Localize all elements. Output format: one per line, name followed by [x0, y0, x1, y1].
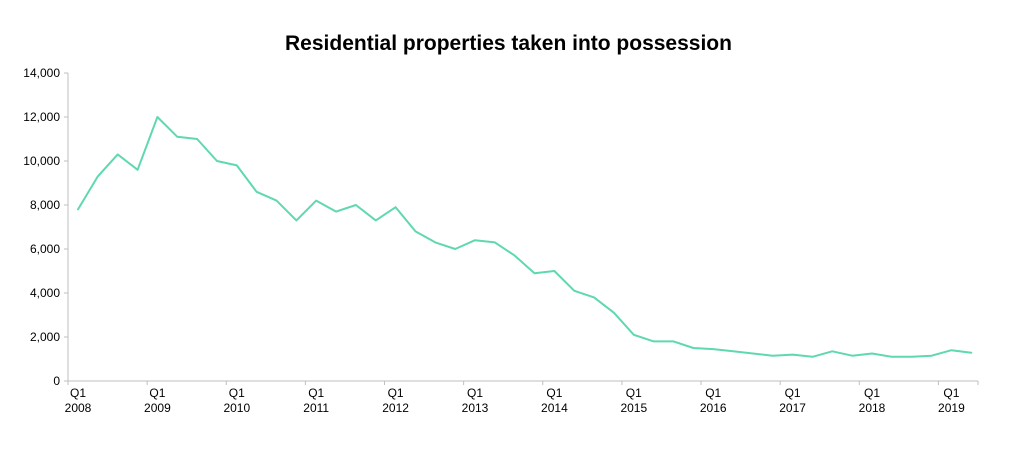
y-tick-label: 10,000 [23, 154, 60, 168]
x-tick-year: 2008 [65, 401, 92, 415]
y-tick-label: 0 [53, 374, 60, 388]
x-tick-quarter: Q1 [149, 386, 165, 400]
data-point [891, 356, 893, 358]
x-tick-quarter: Q1 [864, 386, 880, 400]
data-point [692, 347, 694, 349]
data-point [970, 352, 972, 354]
x-tick-year: 2014 [541, 401, 568, 415]
data-point [454, 248, 456, 250]
data-point [613, 312, 615, 314]
y-axis: 0 2,000 4,000 6,000 8,000 10,000 12,000 14,000 [23, 66, 69, 388]
x-tick-quarter: Q1 [308, 386, 324, 400]
series-layer [77, 116, 973, 358]
x-tick-year: 2013 [462, 401, 489, 415]
data-point [514, 255, 516, 257]
data-point [196, 138, 198, 140]
x-tick-year: 2011 [303, 401, 329, 415]
data-point [335, 211, 337, 213]
data-point [732, 350, 734, 352]
data-point [653, 340, 655, 342]
x-tick-quarter: Q1 [785, 386, 801, 400]
data-point [950, 349, 952, 351]
x-tick-quarter: Q1 [705, 386, 721, 400]
data-point [137, 169, 139, 171]
y-tick-label: 12,000 [23, 110, 60, 124]
x-tick-year: 2016 [700, 401, 727, 415]
x-axis: Q12008Q12009Q12010Q12011Q12012Q12013Q120… [65, 380, 979, 415]
data-point [712, 348, 714, 350]
x-tick-quarter: Q1 [943, 386, 959, 400]
x-tick-year: 2010 [223, 401, 250, 415]
data-point [315, 200, 317, 202]
data-point [97, 175, 99, 177]
x-tick-quarter: Q1 [70, 386, 86, 400]
x-tick-year: 2009 [144, 401, 171, 415]
data-point [256, 191, 258, 193]
data-point [931, 355, 933, 357]
data-point [673, 340, 675, 342]
data-point [375, 219, 377, 221]
x-tick-quarter: Q1 [546, 386, 562, 400]
x-tick-quarter: Q1 [467, 386, 483, 400]
data-point [494, 241, 496, 243]
data-point [434, 241, 436, 243]
data-point [276, 200, 278, 202]
x-tick-year: 2017 [779, 401, 806, 415]
y-tick-label: 14,000 [23, 66, 60, 80]
x-tick-quarter: Q1 [388, 386, 404, 400]
data-point [156, 116, 158, 118]
data-point [871, 353, 873, 355]
data-point [553, 270, 555, 272]
data-point [355, 204, 357, 206]
data-point [752, 353, 754, 355]
y-tick-label: 2,000 [30, 330, 60, 344]
y-tick-label: 4,000 [30, 286, 60, 300]
data-point [77, 208, 79, 210]
y-tick-label: 8,000 [30, 198, 60, 212]
data-point [534, 272, 536, 274]
data-point [792, 354, 794, 356]
x-tick-year: 2019 [938, 401, 965, 415]
data-point [395, 206, 397, 208]
chart-title: Residential properties taken into posses… [285, 32, 732, 55]
series-line [77, 116, 973, 358]
data-point [831, 350, 833, 352]
data-point [474, 239, 476, 241]
y-tick-label: 6,000 [30, 242, 60, 256]
x-tick-quarter: Q1 [229, 386, 245, 400]
data-point [216, 160, 218, 162]
data-point [772, 355, 774, 357]
x-tick-year: 2018 [859, 401, 886, 415]
x-tick-year: 2015 [620, 401, 647, 415]
data-point [176, 136, 178, 138]
x-tick-year: 2012 [382, 401, 409, 415]
data-point [593, 296, 595, 298]
data-point [573, 290, 575, 292]
data-point [911, 356, 913, 358]
data-point [633, 334, 635, 336]
data-point [117, 153, 119, 155]
data-point [236, 164, 238, 166]
data-point [851, 355, 853, 357]
x-tick-quarter: Q1 [626, 386, 642, 400]
data-point [414, 230, 416, 232]
data-point [295, 219, 297, 221]
data-point [811, 356, 813, 358]
